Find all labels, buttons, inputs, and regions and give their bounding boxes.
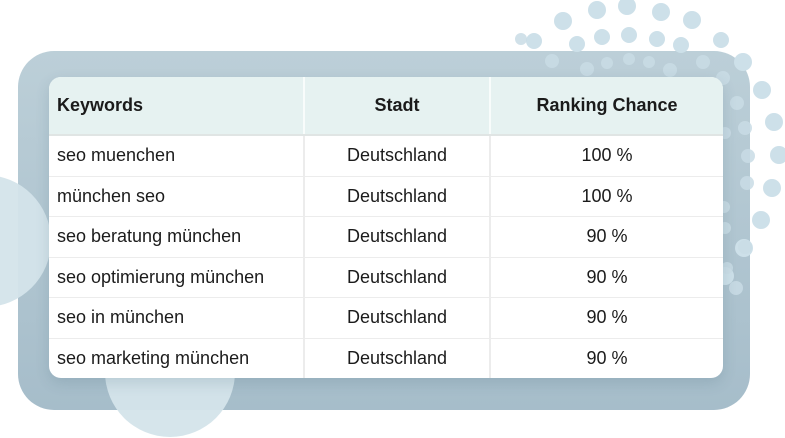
- decorative-dot: [753, 81, 771, 99]
- keyword-cell: seo marketing münchen: [57, 347, 250, 368]
- table-row: seo marketing münchen Deutschland 90 %: [49, 337, 723, 378]
- stadt-cell: Deutschland: [303, 136, 489, 176]
- table-row: seo beratung münchen Deutschland 90 %: [49, 216, 723, 257]
- ranking-chance-cell: 90 %: [489, 217, 723, 257]
- stadt-cell: Deutschland: [303, 176, 489, 216]
- decorative-dot: [618, 0, 636, 15]
- column-header-stadt: Stadt: [303, 77, 489, 134]
- decorative-dot: [526, 33, 542, 49]
- ranking-chance-cell: 90 %: [489, 257, 723, 297]
- decorative-dot: [752, 211, 770, 229]
- stadt-cell: Deutschland: [303, 257, 489, 297]
- stadt-cell: Deutschland: [303, 298, 489, 338]
- decorative-dot: [765, 113, 783, 131]
- table-row: seo in münchen Deutschland 90 %: [49, 297, 723, 338]
- table-row: münchen seo Deutschland 100 %: [49, 175, 723, 216]
- decorative-dot: [554, 12, 572, 30]
- decorative-dot: [683, 11, 701, 29]
- decorative-dot: [649, 31, 665, 47]
- decorative-dot: [515, 33, 527, 45]
- decorative-dot: [594, 29, 610, 45]
- table-row: seo optimierung münchen Deutschland 90 %: [49, 256, 723, 297]
- column-header-ranking-chance: Ranking Chance: [489, 77, 723, 134]
- table-header-row: Keywords Stadt Ranking Chance: [49, 77, 723, 136]
- ranking-chance-cell: 100 %: [489, 176, 723, 216]
- decorative-dot: [588, 1, 606, 19]
- table-row: seo muenchen Deutschland 100 %: [49, 136, 723, 176]
- keyword-cell: seo in münchen: [57, 307, 185, 328]
- keyword-cell: seo beratung münchen: [57, 226, 242, 247]
- ranking-chance-cell: 90 %: [489, 338, 723, 378]
- keyword-cell: seo muenchen: [57, 145, 176, 166]
- keyword-cell: münchen seo: [57, 185, 166, 206]
- column-header-keywords: Keywords: [57, 95, 144, 115]
- decorative-dot: [621, 27, 637, 43]
- stadt-cell: Deutschland: [303, 338, 489, 378]
- stadt-cell: Deutschland: [303, 217, 489, 257]
- table-body: seo muenchen Deutschland 100 % münchen seo D…: [49, 136, 723, 378]
- keyword-ranking-table: Keywords Stadt Ranking Chance seo muench…: [49, 77, 723, 378]
- decorative-dot: [770, 146, 785, 164]
- decorative-dot: [713, 32, 729, 48]
- ranking-chance-cell: 90 %: [489, 298, 723, 338]
- decorative-dot: [763, 179, 781, 197]
- decorative-dot: [569, 36, 585, 52]
- ranking-chance-cell: 100 %: [489, 136, 723, 176]
- decorative-dot: [652, 3, 670, 21]
- keyword-cell: seo optimierung münchen: [57, 266, 265, 287]
